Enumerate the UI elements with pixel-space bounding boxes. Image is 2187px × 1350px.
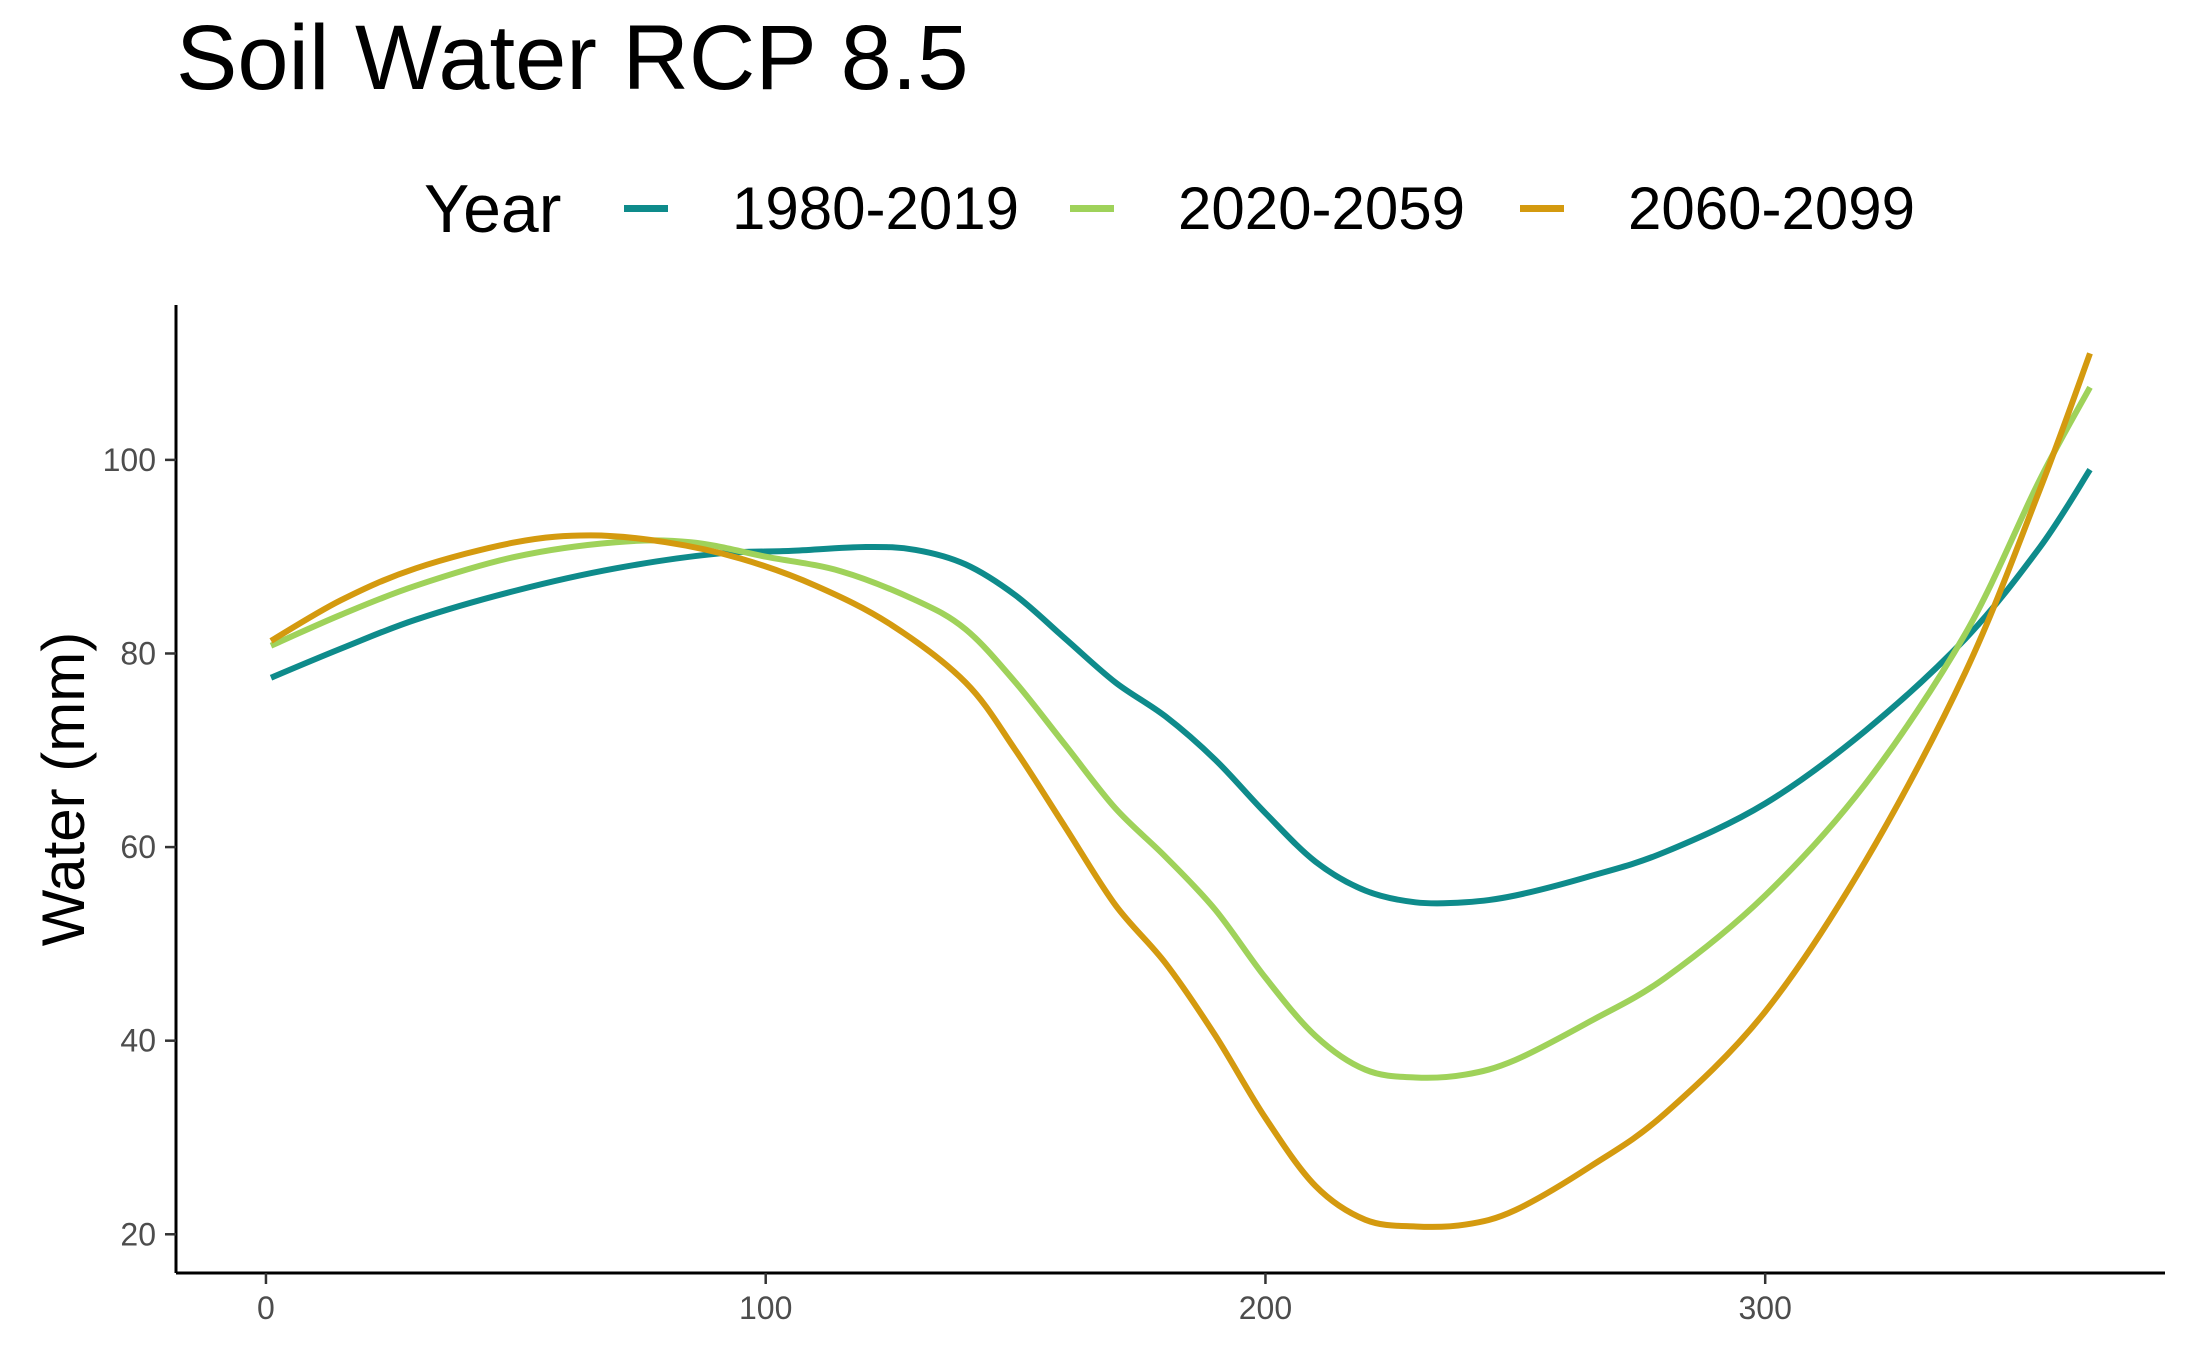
series-line-2060-2099 (269, 352, 2093, 1230)
legend: Year 1980-2019 2020-2059 2060-2099 (0, 164, 2187, 254)
y-tick-label: 80 (120, 635, 156, 671)
x-tick-label: 300 (1739, 1290, 1792, 1326)
x-tick-label: 200 (1239, 1290, 1292, 1326)
legend-label-2060-2099: 2060-2099 (1628, 175, 1915, 242)
y-axis-title: Water (mm) (30, 632, 97, 946)
y-tick-label: 60 (120, 829, 156, 865)
legend-title: Year (424, 171, 562, 247)
legend-key-2060-2099 (1520, 205, 1564, 212)
series-line-2020-2059 (269, 385, 2093, 1081)
chart-title: Soil Water RCP 8.5 (176, 7, 969, 109)
y-axis-ticks: 20 40 60 80 100 (103, 442, 176, 1252)
legend-key-1980-2019 (624, 205, 668, 212)
series-layer (269, 352, 2093, 1230)
x-tick-label: 0 (257, 1290, 275, 1326)
x-axis-ticks: 0 100 200 300 (257, 1273, 1792, 1326)
legend-label-1980-2019: 1980-2019 (732, 175, 1019, 242)
legend-label-2020-2059: 2020-2059 (1178, 175, 1465, 242)
y-tick-label: 20 (120, 1216, 156, 1252)
series-line-1980-2019 (269, 467, 2093, 907)
y-tick-label: 40 (120, 1023, 156, 1059)
legend-key-2020-2059 (1070, 205, 1114, 212)
y-tick-label: 100 (103, 442, 156, 478)
x-tick-label: 100 (739, 1290, 792, 1326)
